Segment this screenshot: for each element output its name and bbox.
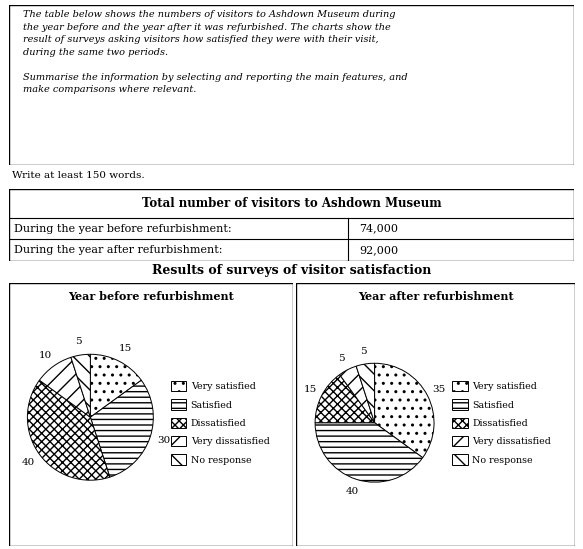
- Wedge shape: [71, 354, 90, 417]
- FancyBboxPatch shape: [9, 5, 574, 165]
- Text: 92,000: 92,000: [359, 245, 399, 255]
- Legend: Very satisfied, Satisfied, Dissatisfied, Very dissatisfied, No response: Very satisfied, Satisfied, Dissatisfied,…: [452, 381, 551, 464]
- Wedge shape: [315, 423, 423, 482]
- Wedge shape: [374, 363, 434, 458]
- Text: Year before refurbishment: Year before refurbishment: [68, 291, 234, 302]
- Text: The table below shows the numbers of visitors to Ashdown Museum during
the year : The table below shows the numbers of vis…: [23, 10, 408, 94]
- Text: Write at least 150 words.: Write at least 150 words.: [12, 171, 144, 180]
- Wedge shape: [27, 380, 110, 480]
- Wedge shape: [90, 354, 141, 417]
- Text: During the year before refurbishment:: During the year before refurbishment:: [15, 223, 232, 234]
- Text: 15: 15: [118, 344, 132, 354]
- Text: 40: 40: [22, 458, 35, 467]
- Text: 5: 5: [338, 354, 345, 362]
- Text: 74,000: 74,000: [359, 223, 398, 234]
- FancyBboxPatch shape: [296, 283, 575, 546]
- FancyBboxPatch shape: [9, 189, 574, 261]
- Text: 35: 35: [433, 385, 446, 394]
- Wedge shape: [40, 357, 90, 417]
- Text: During the year after refurbishment:: During the year after refurbishment:: [15, 245, 223, 255]
- Wedge shape: [90, 380, 153, 477]
- Text: 10: 10: [38, 351, 52, 360]
- Text: Results of surveys of visitor satisfaction: Results of surveys of visitor satisfacti…: [152, 265, 431, 277]
- Legend: Very satisfied, Satisfied, Dissatisfied, Very dissatisfied, No response: Very satisfied, Satisfied, Dissatisfied,…: [171, 381, 269, 464]
- Text: Total number of visitors to Ashdown Museum: Total number of visitors to Ashdown Muse…: [142, 197, 441, 210]
- Wedge shape: [315, 374, 374, 423]
- FancyBboxPatch shape: [9, 283, 293, 546]
- Wedge shape: [356, 363, 375, 423]
- Text: 15: 15: [303, 385, 317, 394]
- Text: 5: 5: [75, 337, 82, 346]
- Wedge shape: [340, 366, 374, 423]
- Text: 40: 40: [346, 487, 359, 496]
- Text: 5: 5: [360, 346, 367, 356]
- Text: 30: 30: [157, 436, 170, 445]
- Text: Year after refurbishment: Year after refurbishment: [358, 291, 513, 302]
